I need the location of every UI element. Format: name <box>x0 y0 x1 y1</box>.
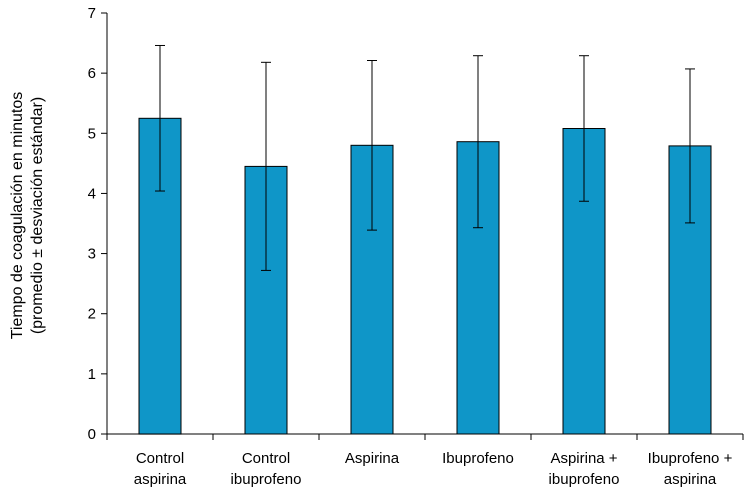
x-tick-label-line: Ibuprofeno + <box>648 450 733 467</box>
y-tick-label: 5 <box>88 125 96 142</box>
plot-area <box>138 44 712 435</box>
y-tick-label: 3 <box>88 246 96 263</box>
x-tick-label-line: ibuprofeno <box>231 471 302 488</box>
y-axis-title-line: (promedio ± desviación estándar) <box>29 97 46 334</box>
x-tick-label-line: aspirina <box>664 471 717 488</box>
y-tick-label: 2 <box>88 306 96 323</box>
y-tick-label: 1 <box>88 366 96 383</box>
y-axis-title: Tiempo de coagulación en minutos (promedi… <box>9 92 46 340</box>
y-axis: 0 1 2 3 4 5 6 7 <box>88 5 108 443</box>
x-tick-label: Control ibuprofeno <box>231 450 302 488</box>
x-tick-label-line: Control <box>242 450 290 467</box>
y-tick-label: 4 <box>88 185 96 202</box>
y-tick-label: 0 <box>88 426 96 443</box>
x-tick-label: Aspirina + ibuprofeno <box>549 450 620 488</box>
y-axis-title-line: Tiempo de coagulación en minutos <box>9 92 26 340</box>
x-tick-label-line: Aspirina <box>345 450 400 467</box>
x-tick-label-line: aspirina <box>134 471 187 488</box>
x-tick-label-line: ibuprofeno <box>549 471 620 488</box>
x-tick-label-line: Aspirina + <box>550 450 617 467</box>
x-tick-label: Aspirina <box>345 450 400 467</box>
y-tick-label: 6 <box>88 65 96 82</box>
y-tick-label: 7 <box>88 5 96 22</box>
x-tick-label-line: Control <box>136 450 184 467</box>
x-tick-label-line: Ibuprofeno <box>442 450 514 467</box>
x-tick-label: Control aspirina <box>134 450 187 488</box>
x-tick-label: Ibuprofeno <box>442 450 514 467</box>
x-tick-label: Ibuprofeno + aspirina <box>648 450 733 488</box>
